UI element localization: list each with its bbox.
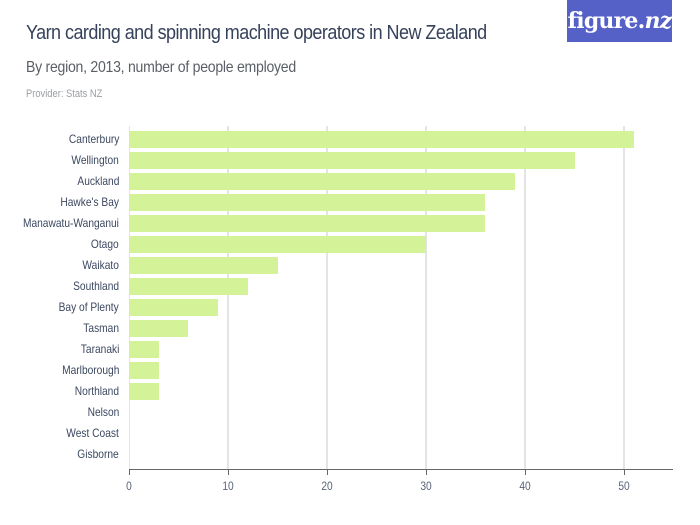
category-label: Gisborne xyxy=(77,447,119,461)
bar[interactable] xyxy=(129,194,486,211)
bar[interactable] xyxy=(129,341,159,358)
category-label: Taranaki xyxy=(80,342,119,356)
bar[interactable] xyxy=(129,152,575,169)
x-axis-tick xyxy=(228,469,229,475)
x-axis-tick xyxy=(525,469,526,475)
category-label: Northland xyxy=(74,384,119,398)
bar[interactable] xyxy=(129,320,189,337)
chart-title: Yarn carding and spinning machine operat… xyxy=(26,22,487,44)
x-axis-tick-label: 30 xyxy=(420,479,432,493)
provider-credit: Provider: Stats NZ xyxy=(26,88,103,100)
x-axis-tick xyxy=(327,469,328,475)
bar[interactable] xyxy=(129,257,278,274)
x-axis-tick xyxy=(129,469,130,475)
x-axis-tick xyxy=(426,469,427,475)
category-label: Otago xyxy=(91,237,119,251)
category-label: Bay of Plenty xyxy=(58,300,119,314)
category-label: Marlborough xyxy=(61,363,119,377)
category-label: Southland xyxy=(73,279,119,293)
figure-nz-logo[interactable]: figure. nz xyxy=(567,0,672,42)
x-axis-tick-label: 10 xyxy=(222,479,234,493)
bar[interactable] xyxy=(129,131,634,148)
gridline xyxy=(524,126,526,469)
category-label: Wellington xyxy=(71,153,119,167)
x-axis-line xyxy=(129,469,673,470)
gridline xyxy=(227,126,229,469)
bar[interactable] xyxy=(129,236,426,253)
bar[interactable] xyxy=(129,278,248,295)
logo-text: figure. xyxy=(567,8,646,34)
category-label: Waikato xyxy=(82,258,119,272)
gridline xyxy=(326,126,328,469)
bar[interactable] xyxy=(129,173,516,190)
chart-subtitle: By region, 2013, number of people employ… xyxy=(26,59,296,76)
bar[interactable] xyxy=(129,215,486,232)
gridline xyxy=(425,126,427,469)
category-label: Auckland xyxy=(77,174,119,188)
bar[interactable] xyxy=(129,383,159,400)
bar[interactable] xyxy=(129,299,219,316)
category-label: Canterbury xyxy=(68,132,119,146)
x-axis-tick-label: 50 xyxy=(618,479,630,493)
gridline xyxy=(623,126,625,469)
category-label: Nelson xyxy=(87,405,119,419)
y-axis-line xyxy=(129,126,130,469)
logo-text-nz: nz xyxy=(644,8,672,34)
x-axis-tick-label: 40 xyxy=(519,479,531,493)
x-axis-tick-label: 20 xyxy=(321,479,333,493)
bar[interactable] xyxy=(129,362,159,379)
category-label: Manawatu-Wanganui xyxy=(22,216,119,230)
category-label: West Coast xyxy=(66,426,119,440)
category-label: Tasman xyxy=(83,321,119,335)
category-label: Hawke's Bay xyxy=(60,195,119,209)
x-axis-tick-label: 0 xyxy=(126,479,132,493)
x-axis-tick xyxy=(624,469,625,475)
